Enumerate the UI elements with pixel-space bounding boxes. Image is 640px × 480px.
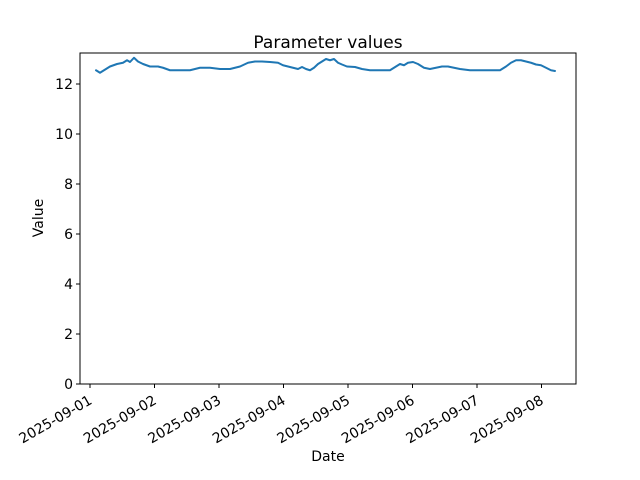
y-tick-label: 10 (55, 127, 73, 143)
x-tick-label: 2025-09-08 (468, 393, 546, 448)
chart-title: Parameter values (253, 33, 402, 53)
y-tick-label: 2 (64, 327, 73, 343)
y-tick-label: 0 (64, 377, 73, 393)
x-axis-label: Date (311, 449, 344, 465)
plot-area: 2025-09-012025-09-022025-09-032025-09-04… (17, 52, 577, 448)
y-tick-label: 4 (64, 277, 73, 293)
y-axis-label: Value (31, 199, 47, 237)
y-tick-label: 6 (64, 227, 73, 243)
y-tick-label: 8 (64, 177, 73, 193)
data-line-series (95, 56, 556, 74)
axes-spines (79, 52, 577, 385)
y-tick-label: 12 (55, 77, 73, 93)
